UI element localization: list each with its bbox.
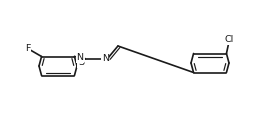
Text: F: F [25,44,31,53]
Text: Cl: Cl [225,35,234,44]
Text: S: S [78,58,84,67]
Text: N: N [76,53,83,62]
Text: N: N [102,54,109,63]
